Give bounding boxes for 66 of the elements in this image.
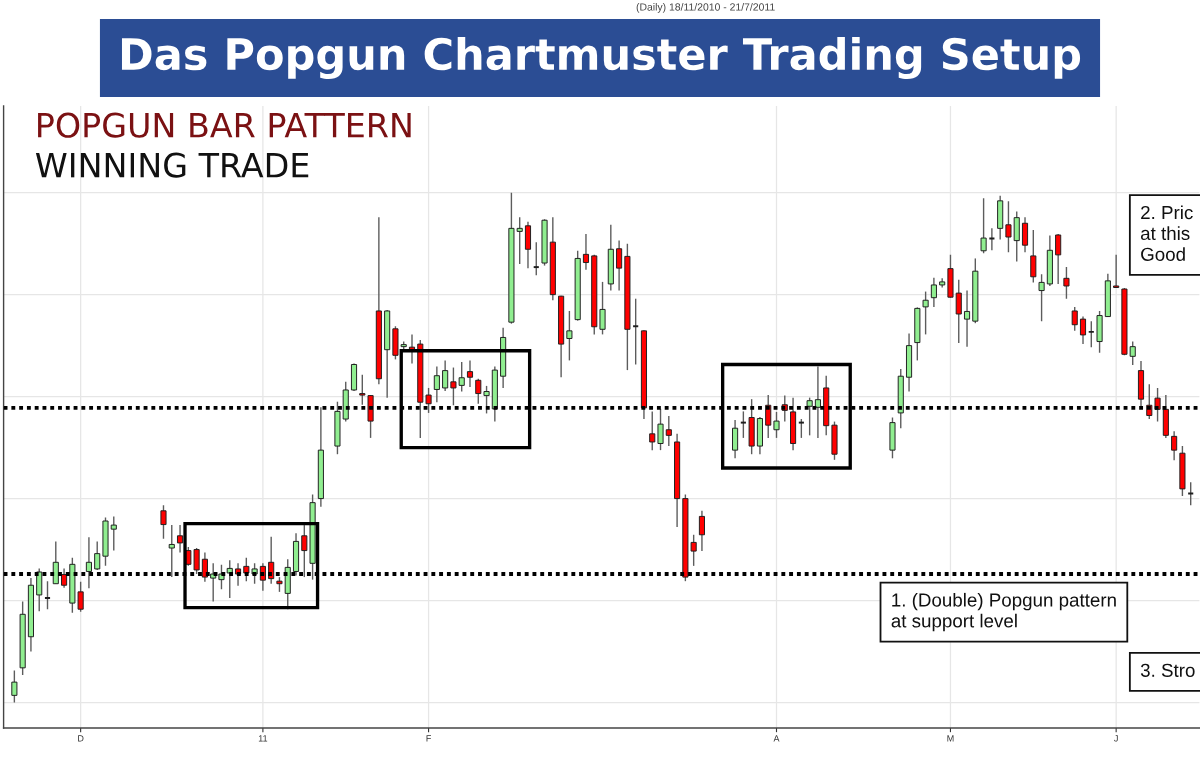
candlestick: [168, 524, 175, 578]
text: (Daily) 18/11/2010 - 21/7/2011: [636, 3, 775, 13]
candlestick: [698, 510, 705, 552]
candlestick: [1038, 273, 1045, 322]
candlestick: [1087, 320, 1095, 348]
candlestick: [532, 241, 540, 276]
candlestick: [665, 415, 672, 447]
candlestick: [433, 365, 440, 403]
candlestick: [814, 365, 821, 439]
candlestick: [988, 227, 996, 251]
candlestick: [616, 239, 623, 292]
candlestick: [1013, 210, 1020, 263]
candlestick: [1171, 430, 1178, 462]
candlestick: [797, 418, 805, 439]
candlestick: [922, 290, 929, 336]
x-tick-label: J: [1114, 735, 1118, 742]
candlestick: [955, 279, 962, 344]
candlestick: [524, 221, 532, 269]
text: WINNING TRADE: [35, 152, 309, 178]
candlestick: [201, 551, 208, 583]
candlestick: [466, 359, 474, 388]
candlestick: [739, 410, 747, 439]
candlestick: [657, 408, 664, 451]
candlestick: [1113, 254, 1120, 289]
candlestick: [94, 540, 101, 571]
candlestick: [566, 310, 573, 362]
candlestick: [1063, 266, 1070, 300]
candlestick: [599, 281, 606, 336]
x-tick-label: A: [773, 735, 780, 742]
candlestick: [632, 298, 640, 366]
chart-title: Das Popgun Chartmuster Trading Setup: [121, 37, 1081, 79]
candlestick: [963, 289, 971, 348]
candlestick: [483, 385, 490, 415]
candlestick: [1079, 315, 1087, 345]
candlestick: [52, 540, 59, 585]
candlestick: [210, 562, 217, 603]
candlestick: [61, 567, 68, 589]
candlestick: [1030, 229, 1037, 284]
candlestick: [176, 524, 184, 554]
candlestick: [732, 419, 739, 459]
candlestick: [773, 411, 780, 439]
x-tick-label: D: [78, 735, 84, 742]
x-tick-label: M: [947, 735, 954, 742]
candlestick: [1055, 233, 1062, 285]
candlestick: [160, 504, 167, 540]
text: POPGUN BAR PATTERN: [38, 112, 411, 138]
candlestick: [11, 669, 18, 704]
candlestick: [980, 197, 987, 255]
candlestick: [475, 378, 482, 405]
candlestick: [1005, 200, 1012, 254]
annotation: 3. Stro: [1140, 663, 1195, 677]
candlestick: [930, 277, 937, 308]
candlestick: [442, 359, 449, 392]
candlestick: [806, 396, 813, 437]
annotation: 2. Pric at this Good: [1140, 205, 1193, 261]
candlestick: [43, 580, 52, 610]
candlestick: [110, 515, 117, 552]
candlestick: [36, 567, 43, 612]
x-tick-label: 11: [258, 735, 268, 742]
candlestick: [582, 233, 590, 271]
candlestick: [1071, 306, 1078, 332]
x-tick-label: F: [426, 735, 431, 742]
candlestick: [1021, 216, 1029, 254]
annotation: 1. (Double) Popgun pattern at support level: [891, 592, 1116, 632]
candlestick: [649, 410, 656, 451]
candlestick: [85, 536, 92, 589]
